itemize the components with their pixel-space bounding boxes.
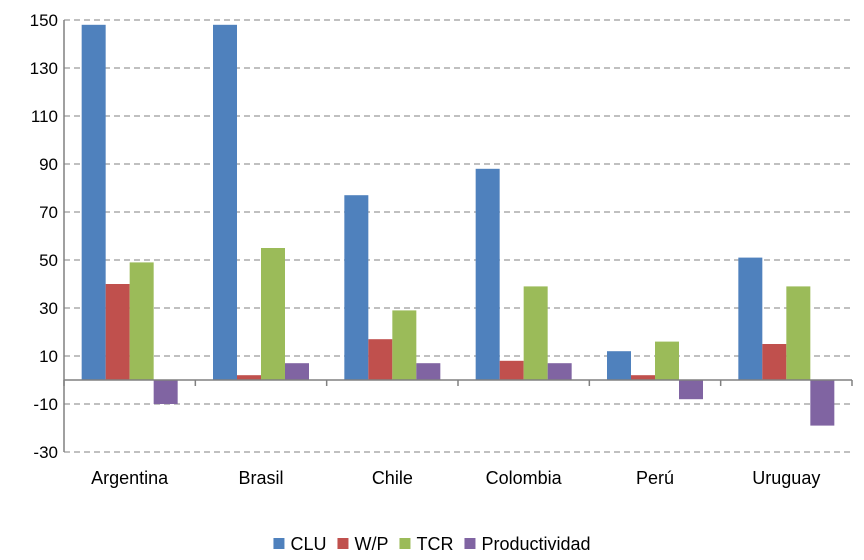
legend-label: W/P bbox=[354, 534, 388, 554]
category-label: Brasil bbox=[238, 468, 283, 488]
legend-label: Productividad bbox=[481, 534, 590, 554]
bar-tcr-4 bbox=[655, 341, 679, 380]
bar-w-p-5 bbox=[762, 344, 787, 380]
legend: CLU W/P TCR Productividad bbox=[273, 534, 591, 554]
y-tick-label: 50 bbox=[39, 251, 58, 270]
bar-clu-5 bbox=[738, 257, 763, 380]
legend-swatch-w-p bbox=[337, 538, 349, 549]
x-axis bbox=[63, 20, 853, 452]
bar-clu-2 bbox=[344, 195, 369, 380]
y-tick-label: 70 bbox=[39, 203, 58, 222]
gridlines bbox=[64, 19, 852, 453]
y-axis-ticks: -30 -10 10 30 50 70 90 110 130 150 bbox=[30, 11, 58, 462]
legend-label: TCR bbox=[416, 534, 453, 554]
category-label: Chile bbox=[372, 468, 413, 488]
bar-clu-3 bbox=[475, 168, 500, 380]
bar-productividad-2 bbox=[416, 363, 441, 380]
bar-w-p-3 bbox=[499, 360, 524, 380]
bar-clu-1 bbox=[213, 24, 237, 381]
category-labels: Argentina Brasil Chile Colombia Perú Uruguay bbox=[91, 468, 820, 488]
category-label: Perú bbox=[636, 468, 674, 488]
bar-clu-0 bbox=[81, 24, 106, 381]
y-tick-label: 90 bbox=[39, 155, 58, 174]
bars bbox=[81, 24, 835, 426]
category-label: Colombia bbox=[486, 468, 563, 488]
category-label: Uruguay bbox=[752, 468, 820, 488]
bar-w-p-0 bbox=[105, 284, 130, 380]
bar-productividad-5 bbox=[810, 380, 835, 426]
bar-clu-4 bbox=[607, 351, 631, 380]
bar-productividad-0 bbox=[153, 380, 178, 404]
legend-label: CLU bbox=[290, 534, 326, 554]
y-tick-label: -30 bbox=[33, 443, 58, 462]
y-tick-label: -10 bbox=[33, 395, 58, 414]
bar-w-p-4 bbox=[631, 375, 655, 380]
legend-swatch-tcr bbox=[399, 538, 411, 549]
legend-swatch-clu bbox=[273, 538, 285, 549]
bar-w-p-2 bbox=[368, 339, 393, 380]
y-tick-label: 130 bbox=[30, 59, 58, 78]
bar-productividad-4 bbox=[679, 380, 703, 400]
y-tick-label: 30 bbox=[39, 299, 58, 318]
bar-productividad-3 bbox=[547, 363, 572, 380]
y-tick-label: 10 bbox=[39, 347, 58, 366]
bar-tcr-1 bbox=[261, 248, 285, 380]
category-label: Argentina bbox=[91, 468, 169, 488]
bar-tcr-3 bbox=[523, 286, 548, 380]
bar-w-p-1 bbox=[237, 375, 261, 380]
bar-tcr-5 bbox=[786, 286, 811, 380]
y-tick-label: 150 bbox=[30, 11, 58, 30]
y-tick-label: 110 bbox=[31, 107, 58, 126]
bar-tcr-2 bbox=[392, 310, 417, 380]
bar-productividad-1 bbox=[285, 363, 309, 380]
bar-tcr-0 bbox=[129, 262, 154, 380]
legend-swatch-productividad bbox=[464, 538, 476, 549]
